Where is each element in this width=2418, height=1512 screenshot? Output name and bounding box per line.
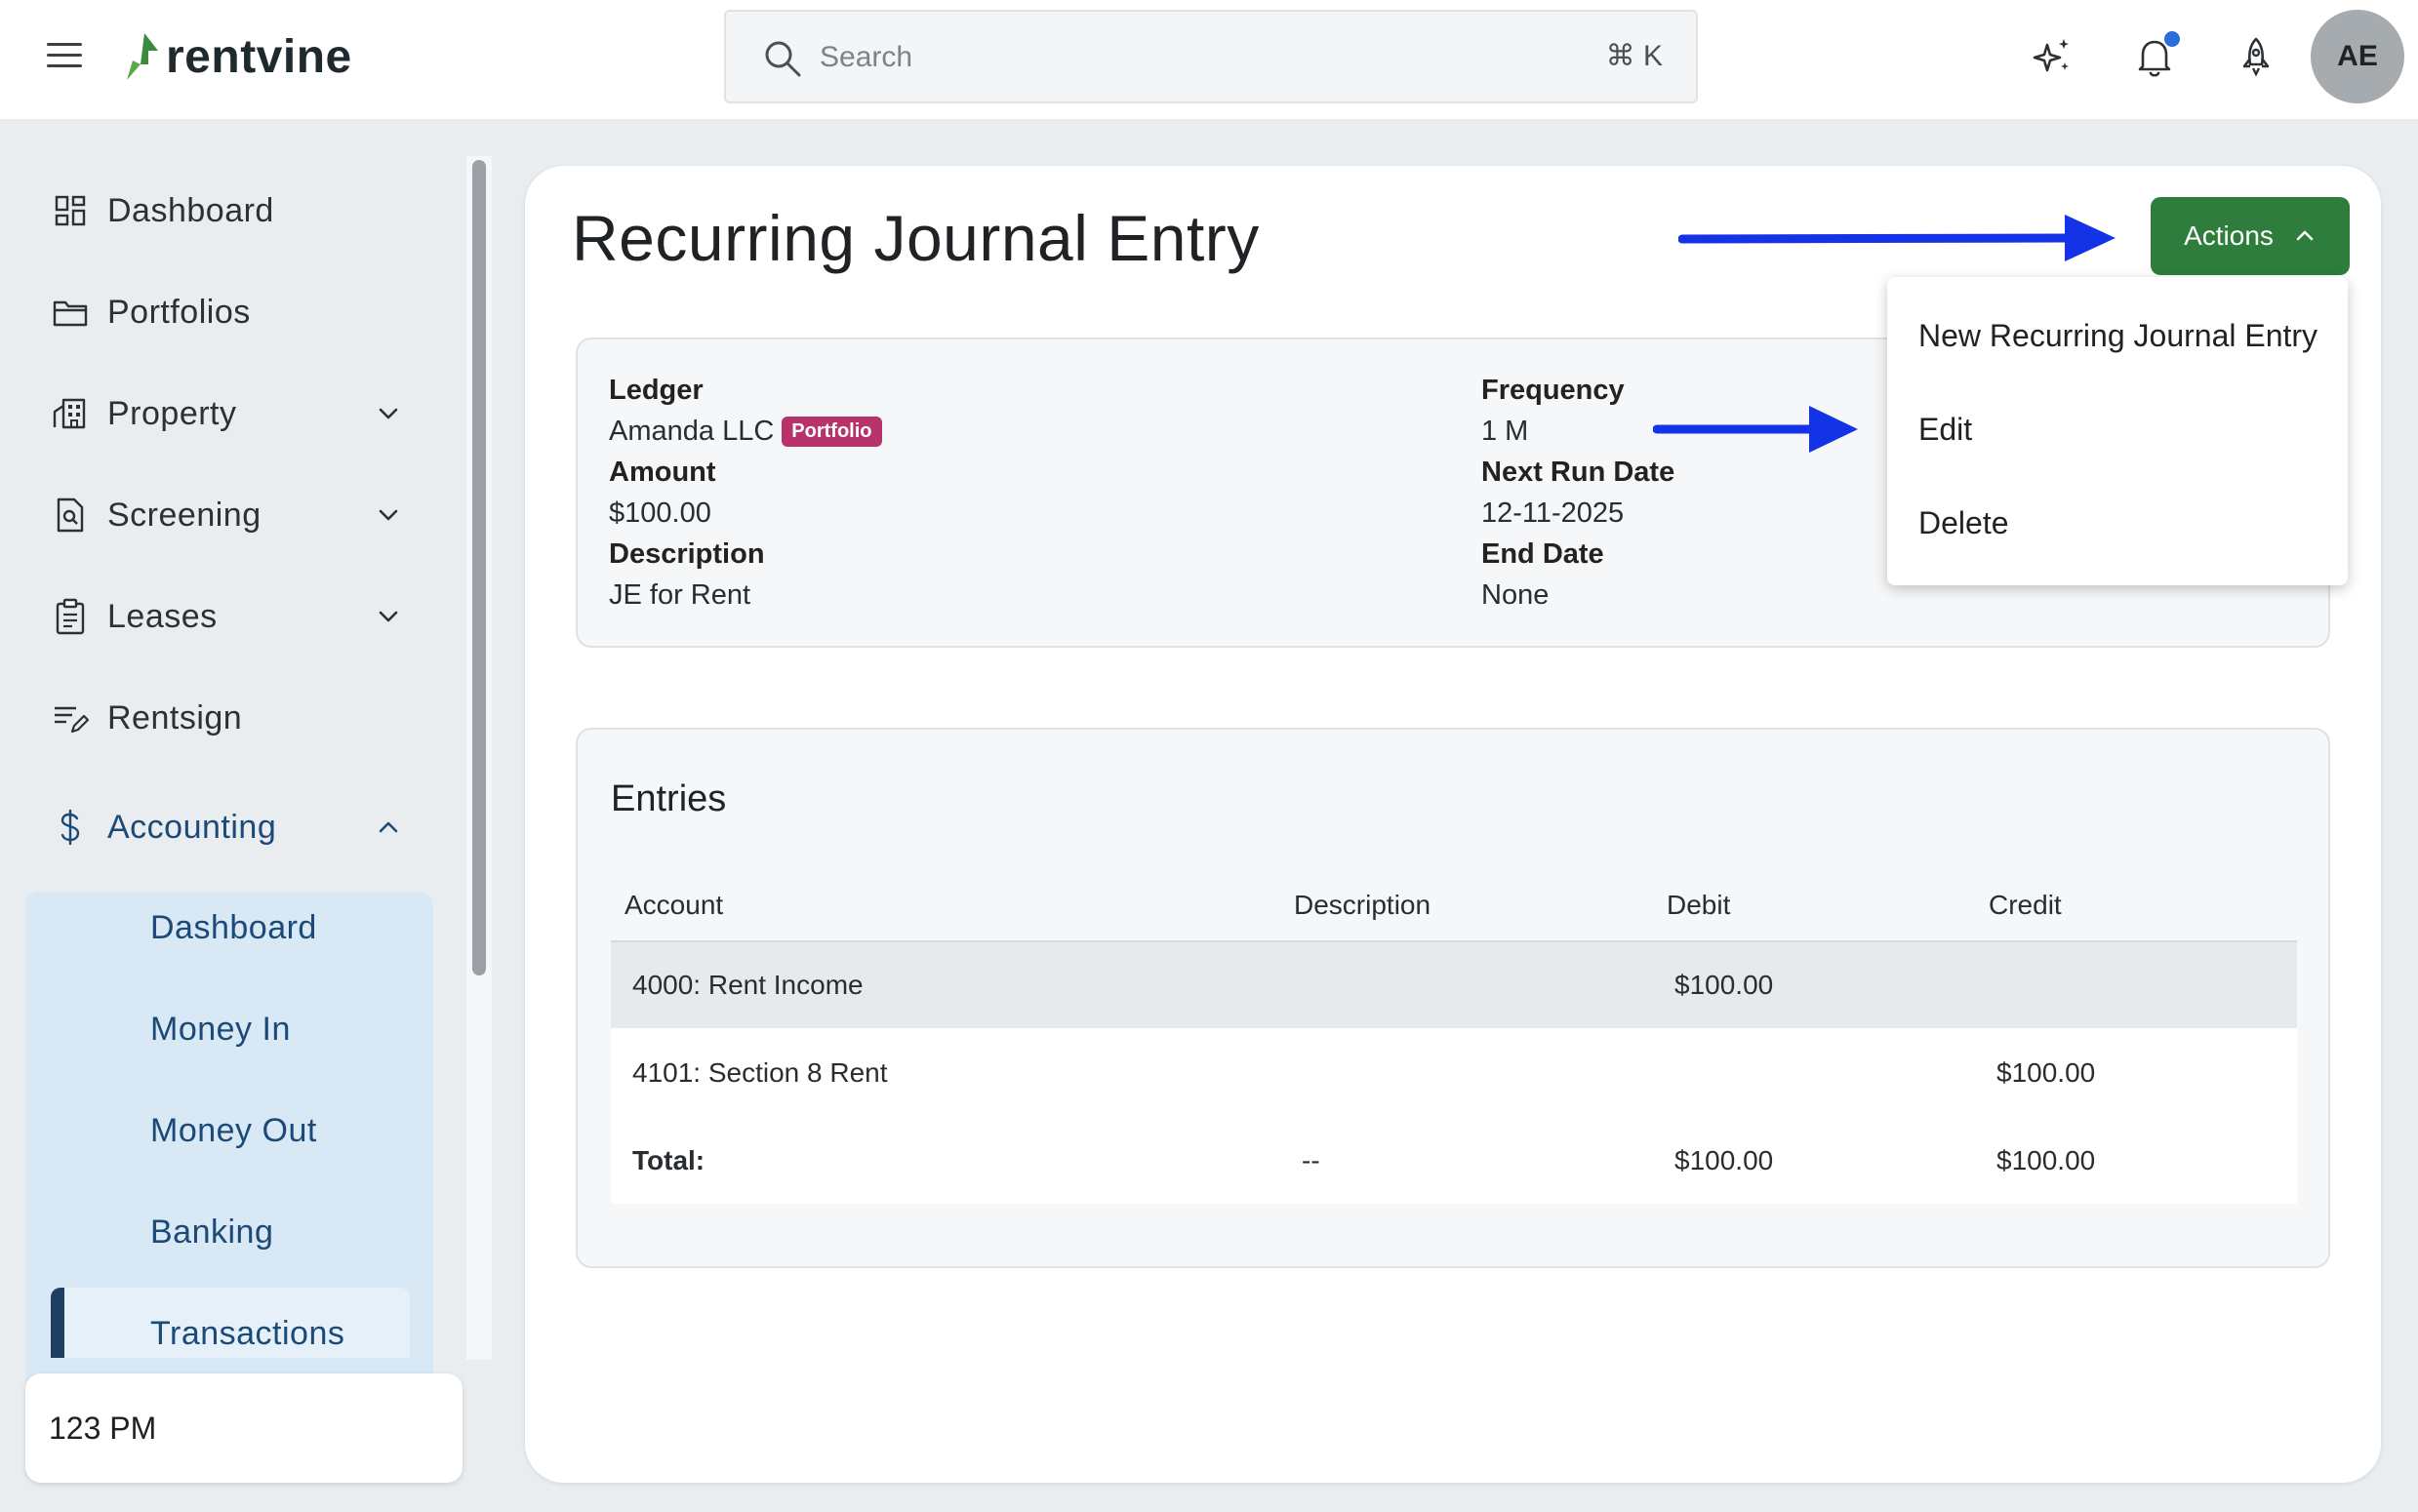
- sidebar-item-dashboard[interactable]: Dashboard: [51, 181, 414, 240]
- sidebar-item-accounting[interactable]: Accounting: [51, 798, 414, 856]
- sidebar-subitem-dashboard[interactable]: Dashboard: [150, 909, 317, 946]
- chevron-down-icon[interactable]: [375, 400, 402, 427]
- sidebar-item-screening[interactable]: Screening: [51, 486, 414, 544]
- sidebar-subitem-money-in[interactable]: Money In: [150, 1011, 291, 1048]
- row-1-debit: $100.00: [1674, 970, 1774, 1000]
- next-run-label: Next Run Date: [1481, 457, 1675, 488]
- actions-dropdown-menu: New Recurring Journal Entry Edit Delete: [1887, 277, 2348, 585]
- end-date-label: End Date: [1481, 538, 1604, 570]
- sidebar-item-label: Portfolios: [107, 293, 251, 331]
- entries-title: Entries: [611, 778, 727, 819]
- active-indicator: [51, 1288, 64, 1358]
- status-card-text: 123 PM: [49, 1411, 157, 1446]
- total-label: Total:: [632, 1145, 705, 1175]
- total-credit: $100.00: [1996, 1145, 2096, 1175]
- chevron-up-icon[interactable]: [375, 814, 402, 841]
- avatar-initials: AE: [2337, 40, 2378, 72]
- menu-item-new-recurring-journal-entry[interactable]: New Recurring Journal Entry: [1918, 318, 2318, 353]
- chevron-up-icon: [2296, 230, 2314, 241]
- main-panel: Recurring Journal Entry Actions Ledger A…: [525, 166, 2381, 1483]
- folder-icon: [53, 300, 88, 327]
- total-description: --: [1302, 1145, 1320, 1175]
- row-2-account[interactable]: 4101: Section 8 Rent: [632, 1057, 888, 1088]
- chevron-down-icon[interactable]: [375, 501, 402, 529]
- column-header-description: Description: [1294, 890, 1431, 920]
- amount-label: Amount: [609, 457, 716, 488]
- actions-button-label: Actions: [2184, 220, 2274, 251]
- sidebar-subitem-banking[interactable]: Banking: [150, 1214, 274, 1251]
- next-run-value: 12-11-2025: [1481, 497, 1625, 529]
- sidebar-item-label: Rentsign: [107, 698, 243, 736]
- annotation-arrow-actions: [1678, 215, 2116, 261]
- end-date-value: None: [1481, 579, 1550, 611]
- amount-value: $100.00: [609, 497, 711, 529]
- menu-item-delete[interactable]: Delete: [1918, 505, 2009, 540]
- search-bar[interactable]: ⌘ K: [724, 10, 1698, 103]
- frequency-value: 1 M: [1481, 416, 1529, 447]
- row-1-account[interactable]: 4000: Rent Income: [632, 970, 864, 1000]
- description-value: JE for Rent: [609, 579, 751, 611]
- frequency-label: Frequency: [1481, 375, 1625, 406]
- annotation-arrow-edit: [1653, 406, 1858, 453]
- document-search-icon: [57, 497, 84, 533]
- sidebar-scrollbar-thumb[interactable]: [472, 160, 486, 975]
- sidebar-subitem-transactions[interactable]: Transactions: [150, 1315, 345, 1352]
- entries-card: Entries Account Description Debit Credit…: [576, 728, 2330, 1268]
- clipboard-icon: [56, 598, 85, 635]
- page-title: Recurring Journal Entry: [572, 202, 1260, 274]
- dollar-icon: [60, 810, 80, 845]
- user-avatar[interactable]: AE: [2311, 10, 2404, 103]
- description-label: Description: [609, 538, 765, 570]
- sparkles-icon[interactable]: [2030, 33, 2076, 80]
- row-2-credit: $100.00: [1996, 1057, 2096, 1088]
- portfolio-badge: Portfolio: [782, 417, 882, 447]
- sidebar-subitem-money-out[interactable]: Money Out: [150, 1112, 317, 1149]
- ledger-name[interactable]: Amanda LLC: [609, 416, 775, 447]
- notification-dot: [2164, 31, 2180, 47]
- ledger-value: Amanda LLC Portfolio: [609, 416, 882, 448]
- sidebar-item-label: Property: [107, 394, 237, 432]
- sidebar-item-portfolios[interactable]: Portfolios: [51, 283, 414, 341]
- sidebar-item-rentsign[interactable]: Rentsign: [51, 689, 414, 747]
- search-input[interactable]: [820, 35, 1561, 80]
- sidebar-item-property[interactable]: Property: [51, 384, 414, 443]
- sidebar: Dashboard Portfolios Property Screening: [0, 119, 492, 1512]
- search-shortcut: ⌘ K: [1605, 40, 1663, 72]
- status-card[interactable]: 123 PM: [25, 1373, 463, 1483]
- rentvine-logo-icon: [127, 33, 158, 80]
- column-header-debit: Debit: [1667, 890, 1731, 920]
- building-icon: [53, 398, 86, 429]
- menu-item-edit[interactable]: Edit: [1918, 412, 1973, 447]
- column-header-account: Account: [625, 890, 724, 920]
- rocket-icon[interactable]: [2233, 33, 2279, 80]
- sidebar-subitem-active-bg: [51, 1288, 410, 1358]
- bell-icon[interactable]: [2131, 33, 2178, 80]
- sidebar-item-leases[interactable]: Leases: [51, 587, 414, 646]
- sidebar-item-label: Dashboard: [107, 191, 274, 229]
- chevron-down-icon[interactable]: [375, 603, 402, 630]
- column-header-credit: Credit: [1989, 890, 2062, 920]
- signature-icon: [55, 706, 90, 734]
- actions-button[interactable]: Actions: [2151, 197, 2350, 275]
- sidebar-item-label: Accounting: [107, 808, 277, 846]
- sidebar-item-label: Leases: [107, 597, 218, 635]
- search-icon: [765, 41, 801, 77]
- brand-logo[interactable]: rentvine: [123, 29, 352, 84]
- top-bar: rentvine ⌘ K AE: [0, 0, 2418, 119]
- ledger-label: Ledger: [609, 375, 704, 406]
- table-row[interactable]: [611, 940, 2297, 1028]
- brand-name: rentvine: [166, 30, 352, 83]
- total-debit: $100.00: [1674, 1145, 1774, 1175]
- menu-icon[interactable]: [47, 43, 82, 72]
- sidebar-item-label: Screening: [107, 496, 262, 534]
- grid-icon: [55, 195, 86, 226]
